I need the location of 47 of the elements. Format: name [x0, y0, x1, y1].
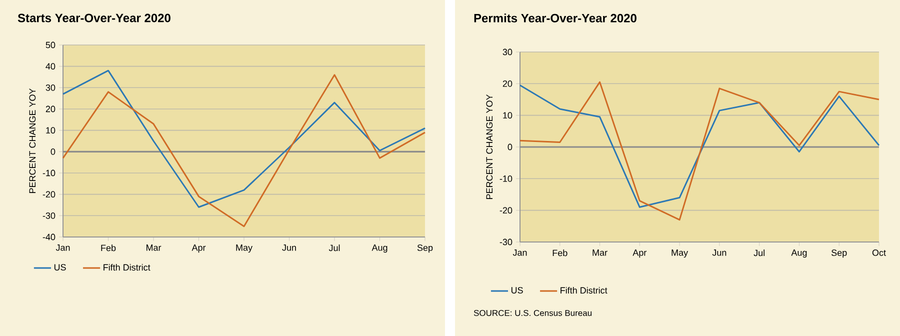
- line-series: [62, 70, 426, 208]
- x-tick-label: Oct: [872, 250, 886, 256]
- x-tick-label: Sep: [832, 250, 847, 258]
- y-tick-label: 0: [508, 144, 512, 150]
- x-tick-label: Jun: [712, 250, 726, 256]
- y-tick-label: 20: [46, 106, 56, 112]
- x-tick-label: Jan: [512, 250, 527, 256]
- x-tick-label: Mar: [592, 250, 608, 256]
- line-series: [62, 74, 426, 228]
- y-tick-label: 30: [502, 48, 512, 56]
- legend-label: Fifth District: [104, 264, 150, 271]
- y-tick-label: -10: [500, 175, 512, 182]
- y-tick-label: 0: [50, 148, 56, 155]
- y-tick-label: -10: [42, 170, 56, 176]
- x-tick-label: Aug: [791, 250, 807, 258]
- x-tick-label: May: [672, 250, 688, 258]
- y-tick-label: -30: [42, 212, 56, 219]
- x-tick-label: Jul: [754, 250, 764, 256]
- x-tick-label: Jan: [56, 244, 70, 251]
- x-tick-label: Feb: [552, 250, 568, 256]
- legend-label: US: [54, 264, 66, 270]
- y-tick-label: -30: [500, 238, 512, 246]
- y-tick-label: -20: [42, 191, 56, 198]
- y-tick-label: 10: [503, 112, 512, 119]
- y-axis-title: PERCENT CHANGE YOY: [29, 88, 36, 194]
- x-tick-label: Aug: [372, 244, 388, 253]
- source-note: SOURCE: U.S. Census Bureau: [474, 310, 592, 316]
- y-tick-label: 20: [502, 80, 512, 87]
- y-tick-label: 50: [46, 42, 56, 48]
- x-tick-label: Jul: [328, 244, 340, 252]
- x-tick-label: Feb: [101, 244, 116, 252]
- x-tick-label: Mar: [146, 244, 162, 251]
- x-tick-label: Sep: [417, 244, 433, 253]
- chart-title: Starts Year-Over-Year 2020: [18, 14, 170, 22]
- x-tick-label: May: [236, 244, 252, 253]
- legend-label: US: [511, 287, 523, 294]
- x-tick-label: Apr: [192, 244, 206, 253]
- y-tick-label: 10: [46, 127, 56, 134]
- x-tick-label: Jun: [282, 244, 296, 251]
- y-tick-label: -20: [500, 207, 512, 214]
- y-tick-label: 40: [46, 63, 56, 70]
- y-axis-title: PERCENT CHANGE YOY: [486, 94, 493, 200]
- legend-label: Fifth District: [560, 286, 608, 294]
- y-tick-label: 30: [46, 84, 56, 91]
- chart-title: Permits Year-Over-Year 2020: [474, 14, 636, 22]
- y-tick-label: -40: [42, 234, 56, 240]
- x-tick-label: Apr: [632, 250, 647, 258]
